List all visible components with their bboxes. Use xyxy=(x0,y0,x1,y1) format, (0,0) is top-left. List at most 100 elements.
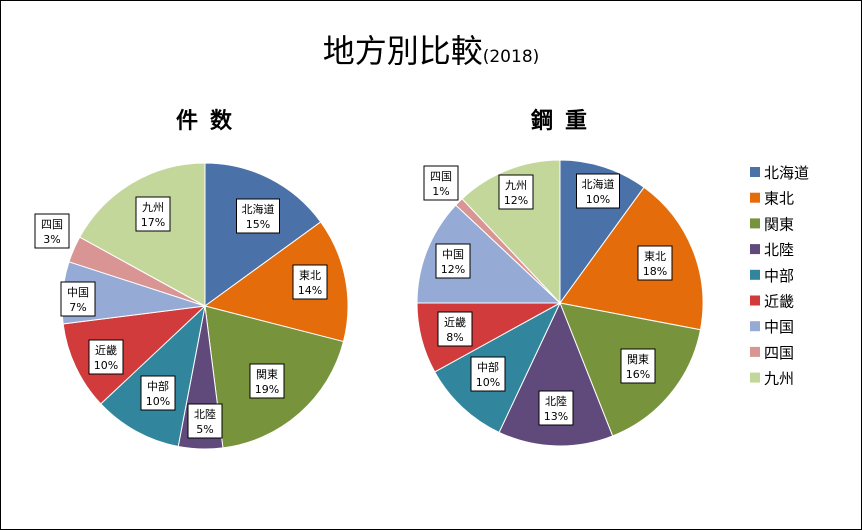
pie-slice xyxy=(79,162,206,307)
legend-swatch xyxy=(750,269,760,280)
legend-swatch xyxy=(750,218,760,229)
legend-label: 関東 xyxy=(764,215,794,233)
legend-item: 東北 xyxy=(750,190,794,208)
data-label-category: 東北 xyxy=(644,250,666,263)
data-label-box xyxy=(34,213,70,249)
data-label-category: 中国 xyxy=(442,248,464,261)
data-label-value: 19% xyxy=(255,383,279,396)
data-label-value: 17% xyxy=(141,216,165,229)
legend-item: 四国 xyxy=(750,344,794,362)
data-label-value: 14% xyxy=(298,284,322,297)
data-label: 北海道 10% xyxy=(576,173,620,209)
data-label-category: 北海道 xyxy=(582,177,615,191)
data-label-box xyxy=(637,245,673,281)
pie-slice xyxy=(416,204,562,304)
chart-title: 地方別比較(2018) xyxy=(0,26,862,72)
legend-label: 北陸 xyxy=(764,241,794,259)
data-label: 関東 19% xyxy=(249,363,285,399)
data-label: 九州 17% xyxy=(135,196,171,232)
data-label: 近畿 8% xyxy=(437,311,473,347)
legend-label: 中部 xyxy=(764,267,794,285)
data-label-box xyxy=(620,348,656,384)
data-label-category: 中部 xyxy=(147,379,169,393)
data-label: 北陸 13% xyxy=(538,390,574,426)
data-label-value: 10% xyxy=(94,359,118,372)
data-label: 四国 3% xyxy=(34,213,70,249)
data-label-category: 四国 xyxy=(41,218,63,231)
data-label-category: 四国 xyxy=(430,170,452,183)
legend-item: 関東 xyxy=(750,215,794,233)
pie-slice xyxy=(461,159,561,305)
data-label-value: 12% xyxy=(504,194,528,207)
data-label-box xyxy=(236,198,280,234)
data-label-value: 10% xyxy=(146,395,170,408)
legend-item: 九州 xyxy=(750,370,794,388)
data-label-box xyxy=(576,173,620,209)
legend-label: 東北 xyxy=(764,190,794,208)
title-text: 地方別比較 xyxy=(322,32,483,70)
data-label-value: 5% xyxy=(196,423,213,436)
legend-item: 近畿 xyxy=(750,293,794,311)
data-label: 東北 14% xyxy=(292,264,328,300)
legend-item: 北海道 xyxy=(750,164,809,182)
data-label-box xyxy=(135,196,171,232)
pie-slice xyxy=(62,305,207,405)
data-label-value: 10% xyxy=(476,376,500,389)
data-label-box xyxy=(538,390,574,426)
data-label-category: 北陸 xyxy=(194,408,216,421)
data-label-category: 九州 xyxy=(142,201,164,214)
legend-label: 中国 xyxy=(764,318,794,336)
legend-swatch xyxy=(750,346,760,357)
data-label-category: 中部 xyxy=(477,360,499,374)
data-label-category: 九州 xyxy=(505,179,527,192)
data-label-category: 関東 xyxy=(256,368,278,381)
data-label: 中部 10% xyxy=(470,356,506,392)
data-label: 中国 7% xyxy=(60,281,96,317)
data-label-value: 12% xyxy=(441,263,465,276)
data-label-category: 近畿 xyxy=(444,315,466,329)
legend-swatch xyxy=(750,372,760,383)
legend-item: 中国 xyxy=(750,318,794,336)
data-label: 四国 1% xyxy=(423,165,459,201)
data-label-value: 3% xyxy=(43,233,60,246)
data-label-category: 東北 xyxy=(299,269,321,282)
data-label-box xyxy=(88,339,124,375)
pie-slice xyxy=(203,221,349,343)
data-label-value: 7% xyxy=(69,301,86,314)
data-label-category: 北陸 xyxy=(545,395,567,408)
pie-title-left: 件数 xyxy=(176,108,244,134)
legend-swatch xyxy=(750,244,760,255)
data-label: 中部 10% xyxy=(140,375,176,411)
pie-slice xyxy=(498,301,614,447)
data-label-box xyxy=(437,311,473,347)
data-label-box xyxy=(435,243,471,279)
data-label-box xyxy=(498,174,534,210)
data-label-value: 15% xyxy=(246,218,270,231)
subtitle-text: (2018) xyxy=(482,47,540,67)
data-label-value: 8% xyxy=(446,331,463,344)
legend-item: 北陸 xyxy=(750,241,794,259)
legend-swatch xyxy=(750,192,760,203)
data-label-value: 13% xyxy=(544,410,568,423)
pie-title-right: 鋼重 xyxy=(530,108,599,134)
data-label-box xyxy=(423,165,459,201)
pie-right: 北海道 10% 東北 18% 関東 16% 北陸 13% 中部 10% 近畿 8% 中国 12% 四国 1% 九… xyxy=(416,159,704,447)
data-label-category: 近畿 xyxy=(95,343,117,357)
data-label-box xyxy=(470,356,506,392)
legend-swatch xyxy=(750,167,760,177)
data-label: 中国 12% xyxy=(435,243,471,279)
legend-label: 四国 xyxy=(764,344,794,362)
data-label-box xyxy=(187,403,223,439)
data-label-category: 中国 xyxy=(67,286,89,299)
data-label-box xyxy=(60,281,96,317)
data-label: 関東 16% xyxy=(620,348,656,384)
data-label-box xyxy=(140,375,176,411)
legend-label: 北海道 xyxy=(764,164,809,182)
legend-label: 九州 xyxy=(764,370,794,388)
data-label-value: 18% xyxy=(643,265,667,278)
legend-swatch xyxy=(750,295,760,306)
data-label: 北海道 15% xyxy=(236,198,280,234)
data-label-value: 16% xyxy=(626,368,650,381)
